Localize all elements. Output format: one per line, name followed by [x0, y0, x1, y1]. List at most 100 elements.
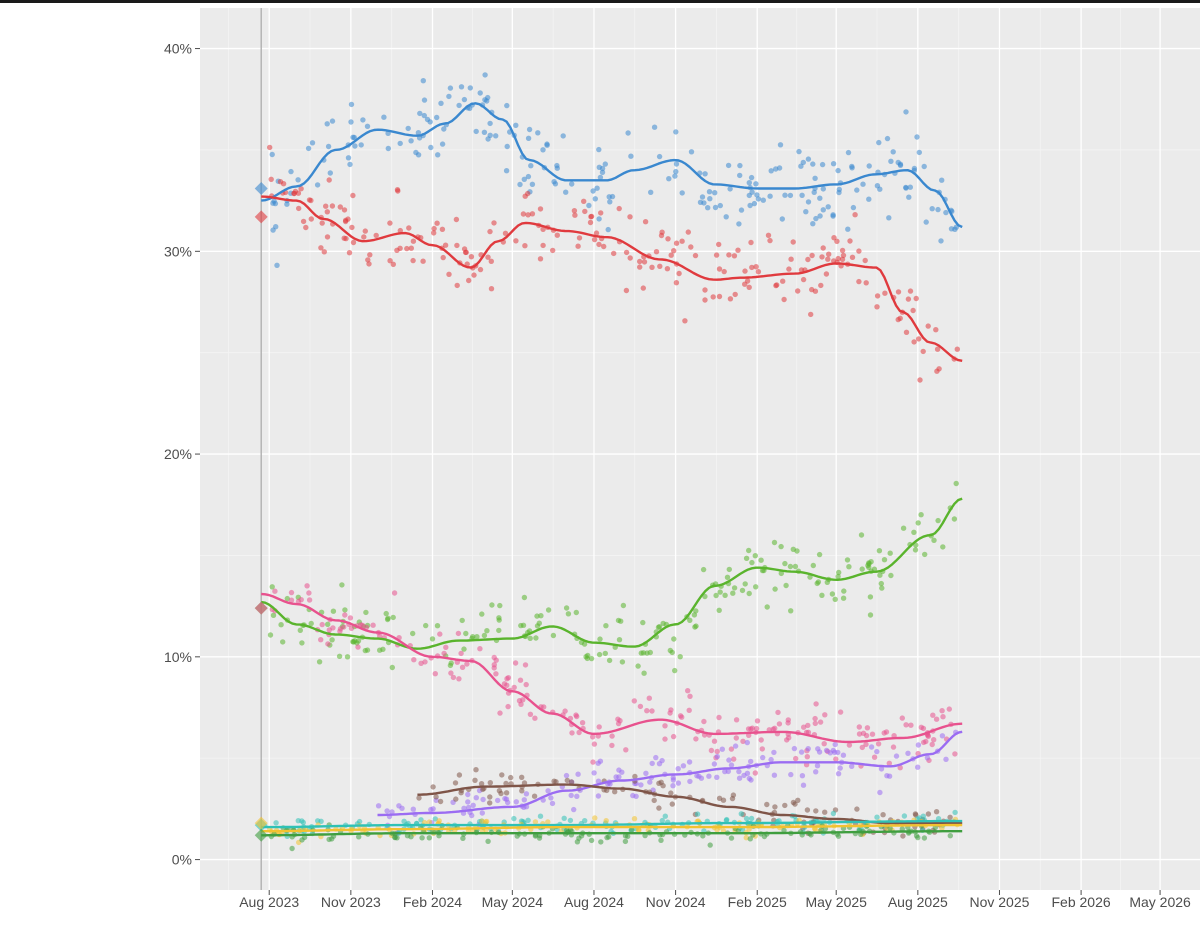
poll-point: [632, 773, 638, 780]
poll-point: [337, 204, 343, 210]
poll-point: [685, 688, 691, 694]
x-tick-label: Aug 2024: [564, 894, 624, 910]
poll-point: [408, 138, 414, 144]
poll-point: [478, 781, 485, 787]
poll-point: [405, 125, 411, 132]
poll-point: [519, 774, 525, 780]
poll-point: [455, 630, 462, 637]
poll-point: [540, 147, 546, 153]
poll-point: [296, 205, 302, 212]
y-tick-label: 20%: [164, 446, 192, 462]
poll-point: [551, 778, 557, 784]
x-tick-label: Aug 2025: [888, 894, 948, 910]
poll-point: [712, 204, 719, 211]
poll-point: [452, 780, 459, 786]
poll-point: [657, 263, 663, 269]
poll-point: [813, 769, 819, 775]
poll-point: [330, 608, 337, 614]
poll-point: [504, 143, 510, 150]
poll-point: [866, 196, 872, 202]
poll-point: [491, 220, 497, 226]
poll-point: [801, 724, 807, 730]
poll-point: [499, 772, 505, 778]
poll-point: [521, 594, 528, 601]
poll-point: [599, 169, 606, 175]
election-result-marker: [254, 181, 268, 195]
poll-point: [364, 123, 371, 129]
poll-point: [606, 834, 612, 840]
poll-point: [308, 197, 314, 204]
poll-point: [381, 114, 387, 120]
poll-point: [318, 818, 324, 824]
poll-point: [525, 212, 531, 218]
poll-point: [522, 662, 529, 668]
poll-point: [688, 149, 695, 155]
poll-point: [728, 835, 735, 841]
poll-point: [736, 775, 743, 781]
election-result-marker: [254, 601, 268, 615]
poll-point: [765, 232, 772, 238]
poll-point: [408, 834, 414, 840]
poll-point: [878, 766, 885, 772]
poll-point: [470, 802, 476, 808]
poll-point: [714, 774, 720, 780]
poll-point: [535, 130, 541, 136]
poll-point: [635, 663, 641, 669]
poll-point: [628, 153, 634, 159]
poll-point: [837, 765, 843, 771]
poll-point: [591, 741, 598, 747]
poll-point: [651, 124, 658, 130]
poll-point: [771, 772, 778, 778]
trend-lines: [261, 102, 963, 837]
poll-point: [384, 808, 390, 814]
poll-point: [428, 806, 434, 813]
poll-point: [504, 676, 510, 682]
poll-point: [748, 239, 754, 246]
poll-point: [300, 218, 307, 225]
poll-point: [727, 296, 734, 302]
poll-point: [420, 78, 426, 84]
poll-point: [845, 226, 851, 232]
poll-point: [516, 698, 523, 704]
poll-point: [783, 582, 789, 589]
poll-point: [390, 614, 396, 621]
poll-point: [389, 809, 395, 815]
poll-point: [439, 226, 446, 232]
poll-point: [940, 544, 946, 550]
poll-point: [617, 718, 623, 724]
poll-point: [662, 813, 668, 819]
poll-point: [895, 316, 901, 323]
poll-point: [742, 581, 748, 587]
poll-point: [931, 737, 937, 743]
poll-point: [456, 676, 462, 682]
poll-point: [426, 819, 432, 825]
poll-point: [672, 667, 678, 674]
poll-point: [347, 161, 353, 168]
poll-point: [673, 280, 680, 286]
poll-point: [820, 245, 826, 251]
poll-point: [616, 205, 622, 212]
poll-point: [890, 149, 896, 155]
poll-point: [916, 149, 922, 156]
poll-point: [922, 551, 928, 558]
poll-point: [361, 234, 367, 240]
poll-point: [670, 775, 676, 781]
poll-point: [923, 738, 929, 745]
poll-point: [289, 845, 295, 852]
poll-point: [943, 209, 949, 216]
poll-point: [743, 815, 750, 822]
poll-point: [731, 756, 737, 762]
trend-line: [261, 823, 963, 833]
poll-point: [571, 208, 578, 214]
poll-point: [907, 288, 914, 294]
poll-point: [830, 161, 837, 167]
poll-point: [815, 746, 821, 752]
poll-point: [605, 226, 611, 233]
poll-point: [738, 811, 744, 817]
poll-point: [805, 729, 812, 735]
poll-point: [303, 224, 309, 231]
poll-point: [440, 254, 446, 261]
poll-point: [792, 563, 799, 570]
poll-point: [588, 655, 595, 662]
poll-point: [477, 266, 484, 273]
